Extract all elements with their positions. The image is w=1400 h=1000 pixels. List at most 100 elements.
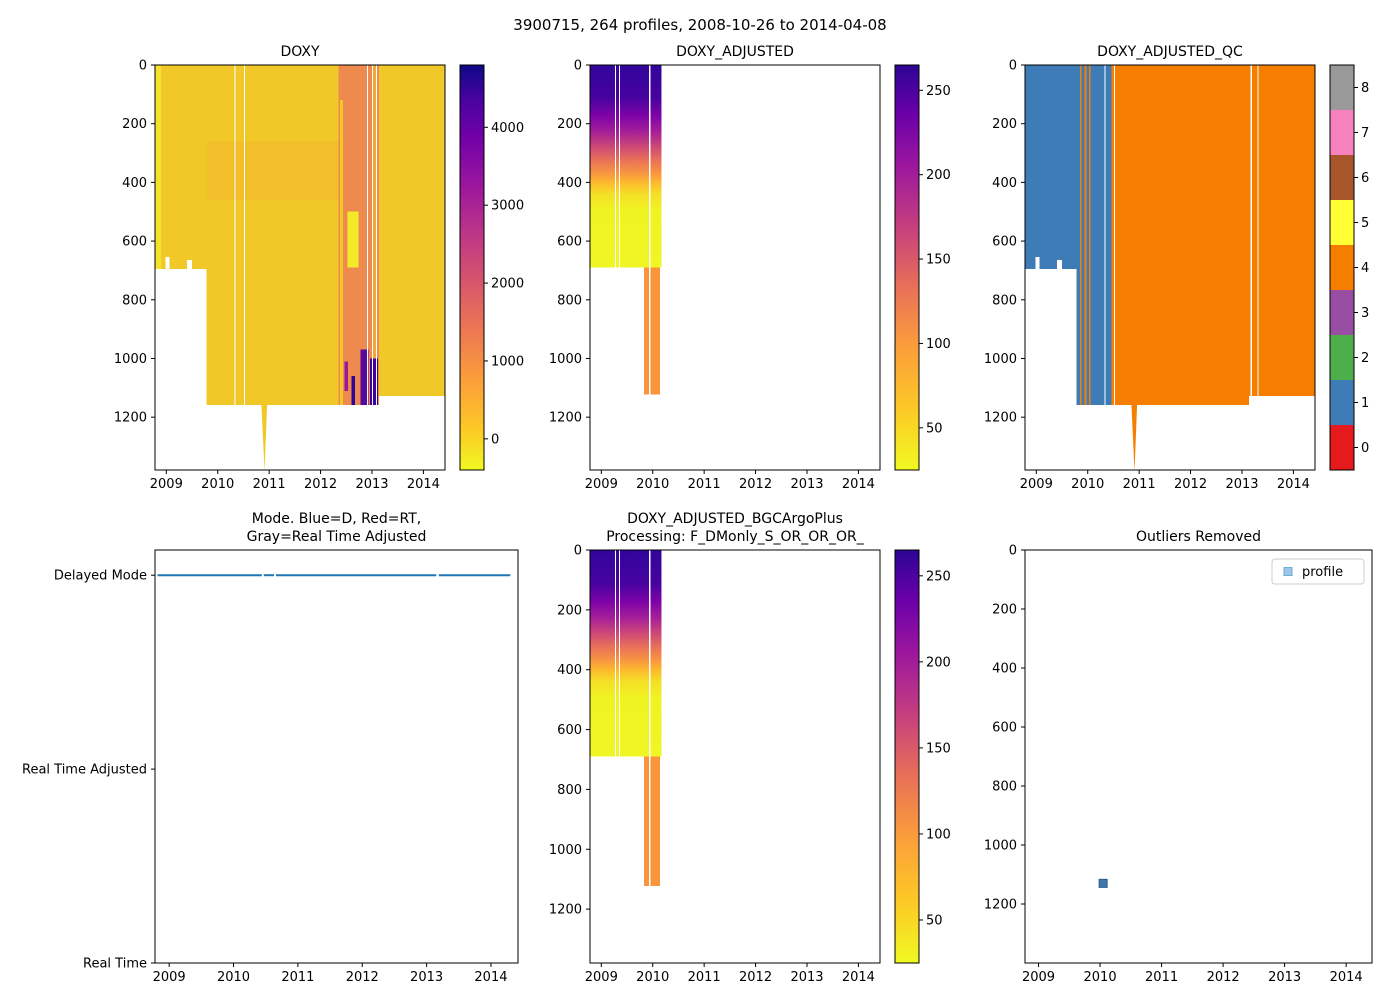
heatmap-region <box>155 65 162 269</box>
colorbar-tick-label: 200 <box>926 655 951 670</box>
colorbar-tick-label: 2000 <box>491 277 524 292</box>
heatmap-region <box>155 65 207 269</box>
y-tick-label: 1000 <box>984 839 1017 854</box>
heatmap-region <box>643 267 649 395</box>
x-tick-label: 2012 <box>739 970 772 985</box>
x-tick-label: 2009 <box>1020 477 1053 492</box>
x-tick-label: 2010 <box>217 970 250 985</box>
heatmap-region <box>165 257 170 269</box>
colorbar-tick-label: 8 <box>1361 81 1369 96</box>
y-tick-label: 1200 <box>549 411 582 426</box>
y-tick-label: 1200 <box>984 411 1017 426</box>
colorbar-tick-label: 3 <box>1361 306 1369 321</box>
panel-title: Outliers Removed <box>1136 529 1261 545</box>
x-tick-label: 2014 <box>842 970 875 985</box>
y-tick-label: 0 <box>574 59 582 74</box>
panel-title: Mode. Blue=D, Red=RT, <box>252 511 421 527</box>
panel-outliers: 2009 2010 2011 2012 2013 2014 0 200 400 600 800 100… <box>984 529 1373 985</box>
y-tick-label: 1000 <box>549 843 582 858</box>
y-tick-label: 200 <box>992 603 1017 618</box>
panel-title: Processing: F_DMonly_S_OR_OR_OR_ <box>606 529 865 545</box>
colorbar-segment <box>1330 245 1354 290</box>
colorbar-tick-label: 7 <box>1361 126 1369 141</box>
x-tick-label: 2009 <box>1022 970 1055 985</box>
colorbar-tick-label: 5 <box>1361 216 1369 231</box>
heatmap-region <box>1025 65 1077 269</box>
colorbar-tick-label: 2 <box>1361 351 1369 366</box>
x-tick-label: 2012 <box>304 477 337 492</box>
colorbar-tick-label: 0 <box>491 432 499 447</box>
axes-frame <box>1024 64 1316 471</box>
colorbar-segment <box>1330 335 1354 380</box>
heatmap-region <box>351 376 356 405</box>
x-tick-label: 2011 <box>1123 477 1156 492</box>
colorbar-segment <box>1330 155 1354 200</box>
heatmap-region <box>1131 404 1138 470</box>
y-tick-label: 1000 <box>114 352 147 367</box>
axes-frame <box>589 64 881 471</box>
x-tick-label: 2009 <box>585 477 618 492</box>
panel-title: DOXY_ADJUSTED <box>676 44 794 60</box>
x-tick-label: 2010 <box>1071 477 1104 492</box>
colorbar-doxy_adjusted: 50 100 150 200 250 <box>894 64 951 471</box>
y-tick-label: 0 <box>139 59 147 74</box>
heatmap-region <box>360 349 369 405</box>
x-tick-label: 2014 <box>474 970 507 985</box>
heatmap-region <box>371 65 374 405</box>
y-tick-label: 800 <box>557 293 582 308</box>
axes-frame <box>1024 549 1373 964</box>
colorbar-tick-label: 3000 <box>491 199 524 214</box>
colorbar-doxy: 0 1000 2000 3000 4000 <box>459 64 524 471</box>
colorbar-segment <box>1330 380 1354 425</box>
heatmap-region <box>643 756 649 886</box>
x-tick-label: 2010 <box>201 477 234 492</box>
x-tick-label: 2012 <box>346 970 379 985</box>
y-tick-label: 600 <box>992 235 1017 250</box>
y-tick-label: 1200 <box>114 411 147 426</box>
panel-title: Gray=Real Time Adjusted <box>247 529 427 545</box>
heatmap-region <box>650 756 660 886</box>
heatmap-region <box>376 65 378 405</box>
plot-area-doxy_adjusted <box>590 65 662 395</box>
x-tick-label: 2013 <box>790 970 823 985</box>
heatmap-region <box>1111 65 1250 405</box>
legend-label: profile <box>1302 565 1343 580</box>
y-tick-label: 0 <box>574 544 582 559</box>
heatmap-region <box>379 65 445 397</box>
heatmap-region <box>1079 65 1082 405</box>
colorbar-segment <box>1330 290 1354 335</box>
x-tick-label: 2011 <box>688 970 721 985</box>
x-tick-label: 2014 <box>1330 970 1363 985</box>
legend-marker-icon <box>1283 567 1293 576</box>
y-tick-label: 200 <box>122 117 147 132</box>
heatmap-region <box>618 550 620 757</box>
y-tick-label: 800 <box>122 293 147 308</box>
colorbar-segment <box>1330 65 1354 110</box>
colorbar-segment <box>1330 425 1354 470</box>
heatmap-region <box>1088 65 1091 405</box>
colorbar-tick-label: 4 <box>1361 261 1369 276</box>
y-tick-label: 400 <box>557 663 582 678</box>
heatmap-region <box>1035 257 1040 269</box>
colorbar-doxy_adjusted_qc: 0 1 2 3 4 5 6 7 8 <box>1329 64 1369 471</box>
x-tick-label: 2014 <box>407 477 440 492</box>
y-tick-label: 200 <box>557 117 582 132</box>
heatmap-region <box>186 260 193 269</box>
colorbar-tick-label: 50 <box>926 913 943 928</box>
x-tick-label: 2012 <box>1207 970 1240 985</box>
x-tick-label: 2010 <box>1084 970 1117 985</box>
plot-area-doxy <box>155 65 445 470</box>
heatmap-region <box>648 65 651 395</box>
y-tick-label: 1000 <box>549 352 582 367</box>
plot-area-outliers <box>1098 878 1108 888</box>
axes-frame <box>589 549 881 964</box>
heatmap-region <box>340 100 344 405</box>
heatmap-region <box>1056 260 1063 269</box>
heatmap-region <box>648 550 651 886</box>
plot-area-doxy_adjusted_qc <box>1025 65 1315 470</box>
heatmap-region <box>1113 65 1115 405</box>
colorbar-tick-label: 4000 <box>491 121 524 136</box>
heatmap-region <box>618 65 620 268</box>
panel-title: DOXY_ADJUSTED_BGCArgoPlus <box>627 511 843 527</box>
